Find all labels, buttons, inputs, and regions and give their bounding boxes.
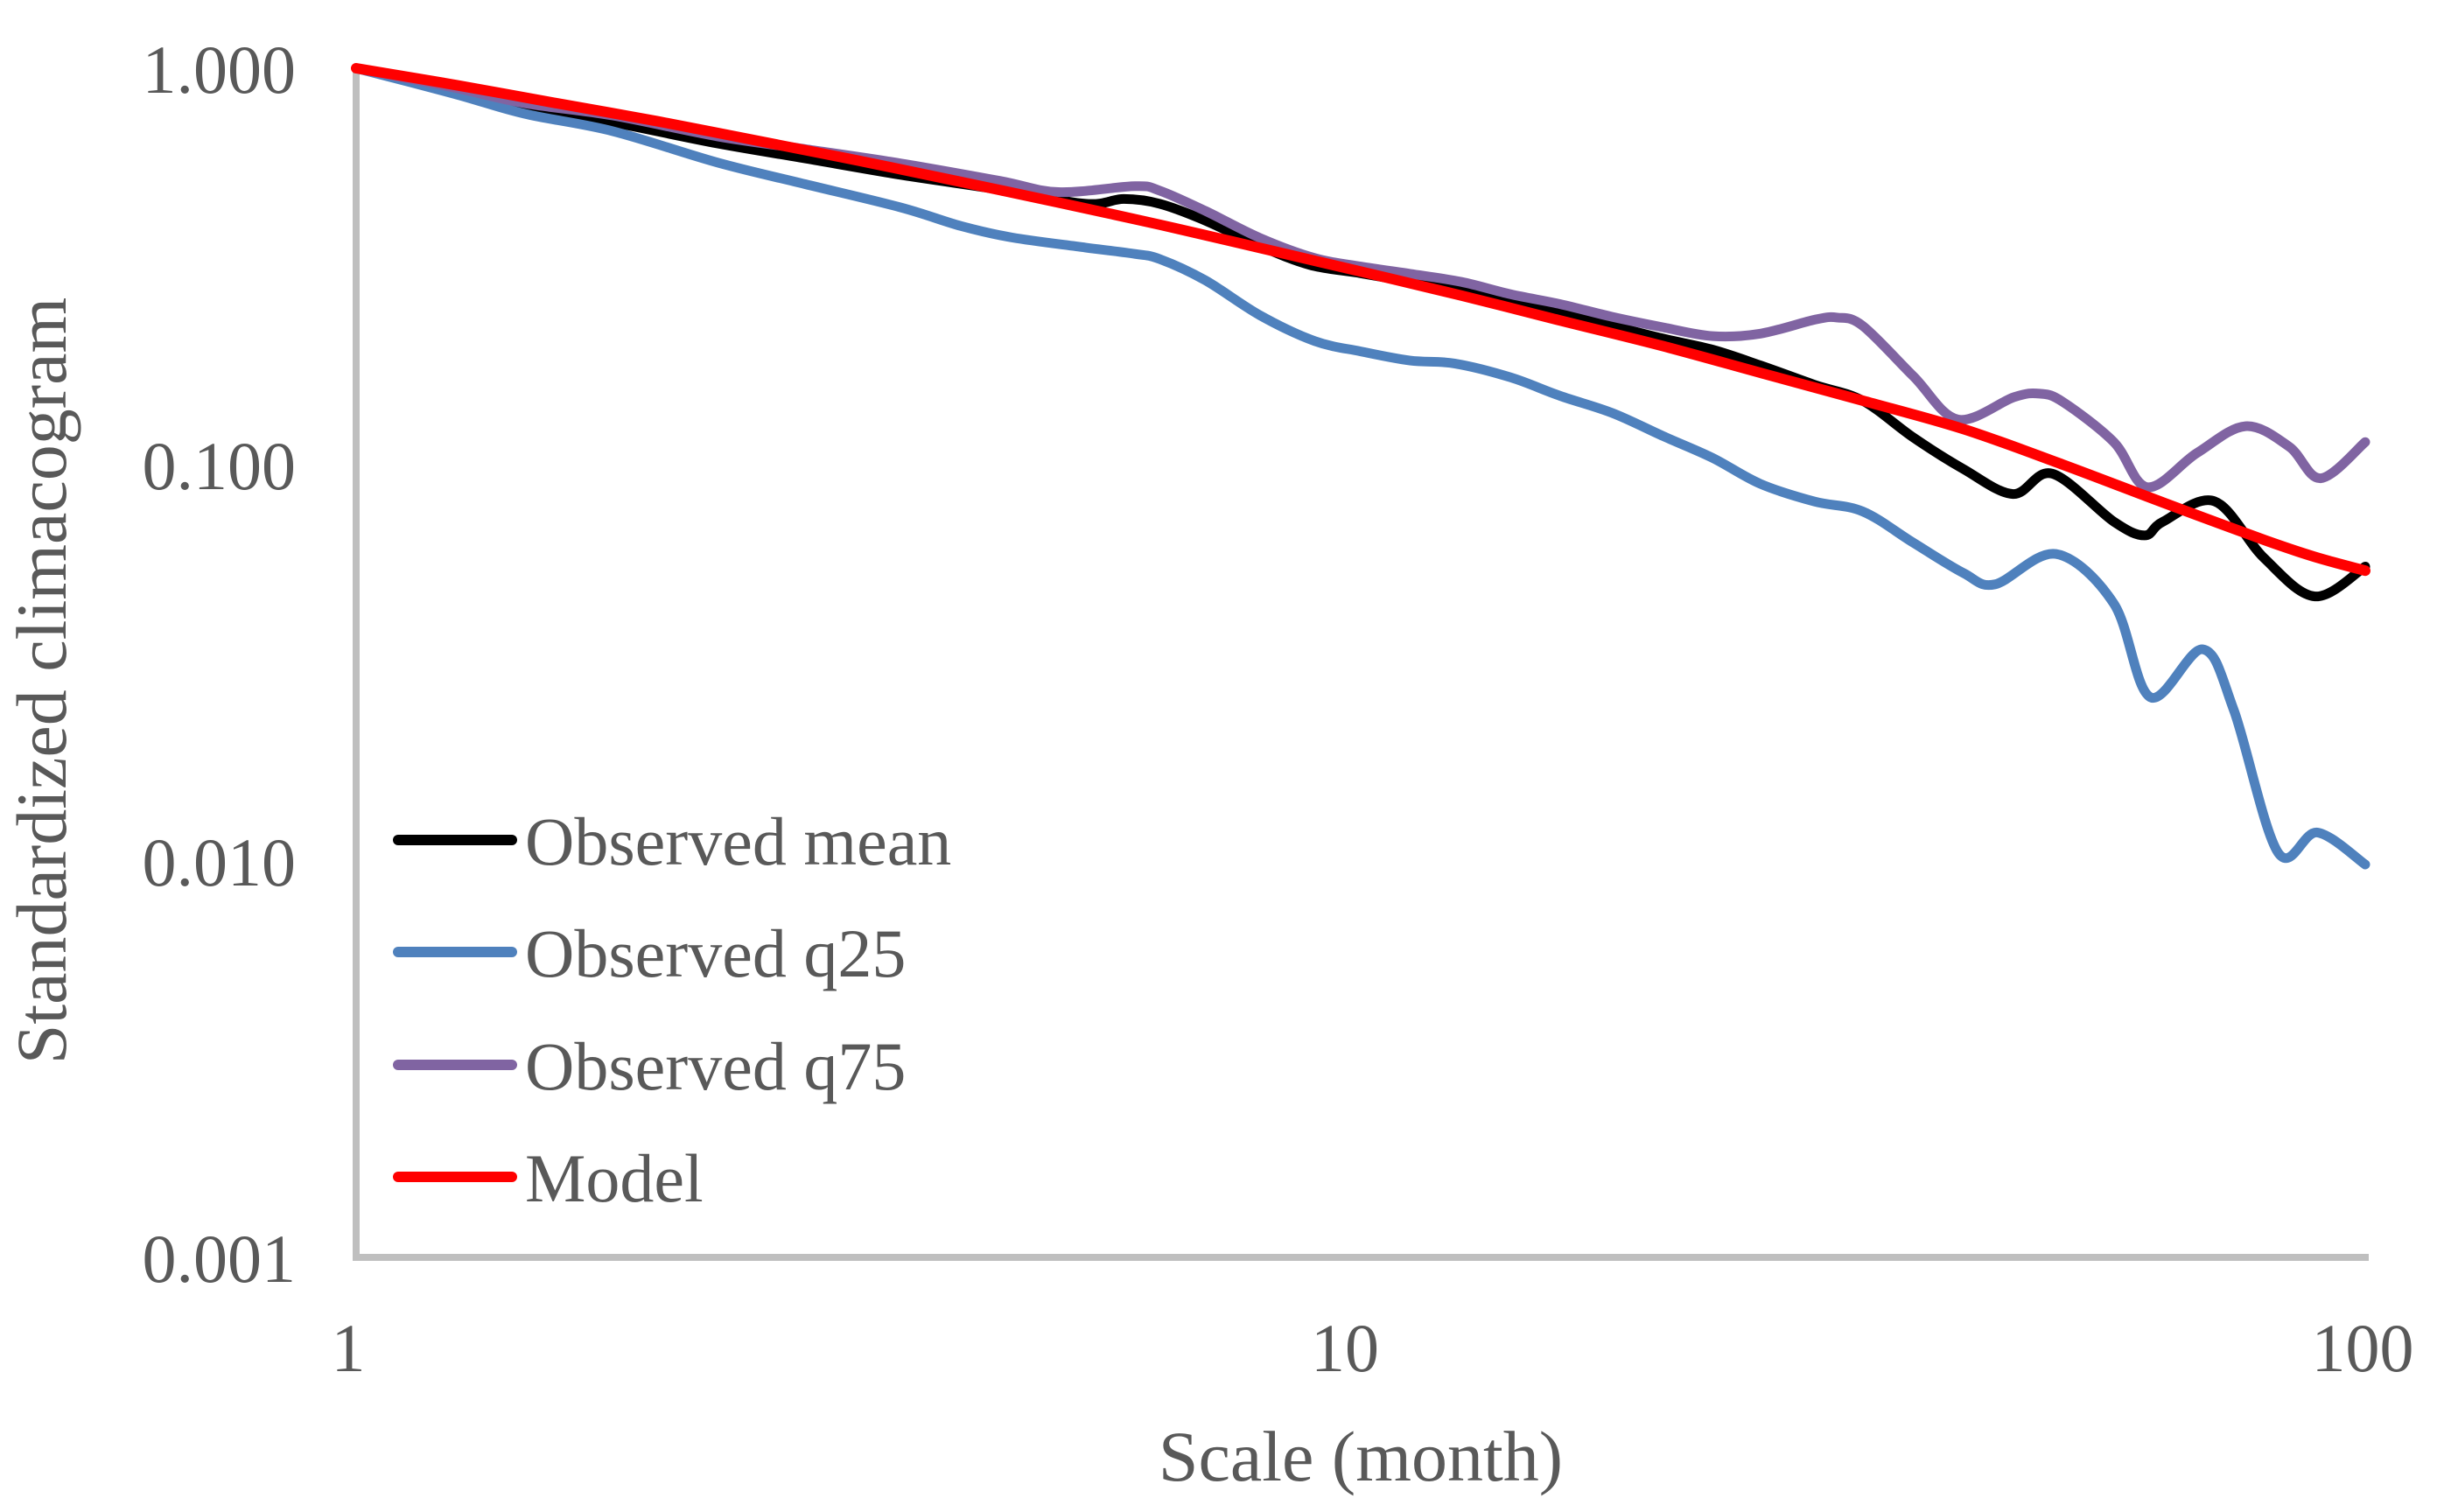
legend-label-model: Model [525, 1140, 704, 1216]
x-axis-tick-labels: 1 10 100 [332, 1310, 2414, 1386]
line-model [351, 63, 2370, 577]
legend-item-observed-q25: Observed q25 [393, 915, 906, 991]
x-tick-10: 10 [1311, 1310, 1379, 1386]
y-tick-1-000: 1.000 [143, 32, 297, 108]
y-tick-0-010: 0.010 [143, 824, 297, 900]
y-axis-tick-labels: 1.000 0.100 0.010 0.001 [143, 32, 297, 1297]
y-axis-title: Standardized climacogram [2, 298, 81, 1065]
legend-label-observed-q25: Observed q25 [525, 915, 906, 991]
y-tick-0-001: 0.001 [143, 1221, 297, 1297]
legend-label-observed-mean: Observed mean [525, 803, 951, 879]
x-tick-100: 100 [2312, 1310, 2414, 1386]
x-tick-1: 1 [332, 1310, 366, 1386]
legend-item-observed-mean: Observed mean [393, 803, 951, 879]
legend-label-observed-q75: Observed q75 [525, 1028, 906, 1104]
y-tick-0-100: 0.100 [143, 428, 297, 504]
legend-item-model: Model [393, 1140, 704, 1216]
plot-series [351, 63, 2370, 870]
x-axis-title: Scale (month) [1159, 1417, 1563, 1496]
chart-legend: Observed mean Observed q25 Observed q75 … [393, 803, 951, 1216]
line-observed-mean [351, 63, 2370, 602]
line-observed-q25 [351, 63, 2370, 870]
legend-item-observed-q75: Observed q75 [393, 1028, 906, 1104]
